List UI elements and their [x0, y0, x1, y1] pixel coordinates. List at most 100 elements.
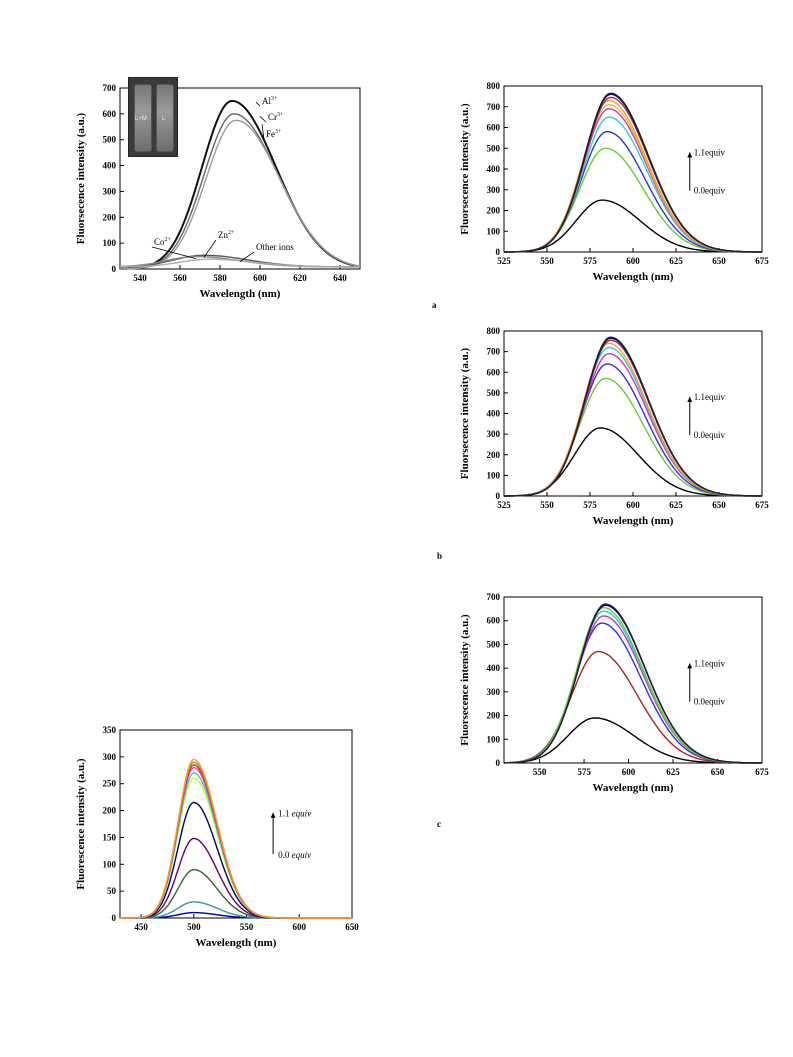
selectivity-chart: 540 560 580 600 620 640 0 100 200 300 400 500 600 700…	[75, 83, 361, 300]
ion-label: Al3+	[262, 96, 278, 106]
series-line	[120, 758, 352, 919]
y-tick-label: 500	[487, 639, 501, 649]
x-tick-label: 550	[240, 922, 254, 932]
y-tick-label: 100	[103, 859, 117, 869]
series-line	[503, 717, 762, 764]
panel-letter-c: c	[437, 819, 441, 829]
y-tick-label: 200	[487, 450, 501, 460]
vial-left	[134, 84, 152, 152]
series-line	[504, 92, 762, 253]
arrow-top-label: 1.1equiv	[694, 658, 726, 668]
arrow-top-label: 1.1equiv	[694, 392, 726, 402]
y-axis-title: Fluorsecence intensity (a.u.)	[75, 112, 87, 244]
x-tick-label: 675	[755, 500, 769, 510]
y-tick-label: 600	[487, 367, 501, 377]
chart-panel-a: 525 550 575 600 625 650 675 0 100 200 300 400 500 600…	[440, 70, 769, 300]
series-line	[504, 622, 762, 764]
annotation-leader	[259, 116, 267, 123]
y-tick-label: 700	[487, 102, 501, 112]
x-tick-label: 560	[173, 273, 187, 283]
x-tick-label: 650	[712, 256, 726, 266]
x-tick-label: 550	[540, 500, 554, 510]
y-tick-label: 250	[103, 779, 117, 789]
y-axis-title: Fluorsecence intensity (a.u.)	[459, 614, 471, 746]
y-tick-label: 100	[487, 470, 501, 480]
y-tick-label: 300	[103, 752, 117, 762]
ion-label: Other ions	[256, 242, 294, 252]
vial-photo-inset: L+M L	[128, 77, 178, 157]
y-axis-title: Fluorescence intensity (a.u.)	[75, 758, 87, 890]
x-tick-label: 640	[333, 273, 347, 283]
plot-frame	[503, 330, 763, 497]
y-tick-label: 350	[103, 725, 117, 735]
series-line	[503, 147, 762, 253]
vial-label-left: L+M	[135, 116, 147, 122]
x-tick-label: 600	[622, 767, 636, 777]
x-axis-title: Wavelength (nm)	[593, 271, 674, 283]
series-line	[503, 607, 762, 764]
arrow-top-label: 1.1 equiv	[278, 809, 311, 819]
y-tick-label: 400	[487, 164, 501, 174]
plot-frame	[503, 596, 763, 764]
y-tick-label: 800	[487, 81, 501, 91]
series-line	[504, 336, 762, 497]
arrow-up-icon	[270, 812, 276, 818]
y-tick-label: 100	[487, 734, 501, 744]
x-tick-label: 600	[293, 922, 307, 932]
x-tick-label: 450	[134, 922, 148, 932]
ion-label: Cr3+	[268, 112, 284, 122]
y-tick-label: 500	[487, 388, 501, 398]
series-line	[504, 346, 762, 497]
y-tick-label: 300	[103, 186, 117, 196]
chart-panel-c: 550 575 600 625 650 675 0 100 200 300 400 500 600 700…	[440, 585, 769, 815]
x-tick-label: 650	[711, 767, 725, 777]
y-tick-label: 0	[496, 758, 501, 768]
series-line	[120, 837, 352, 919]
x-axis-title: Wavelength (nm)	[593, 515, 674, 527]
x-tick-label: 675	[755, 767, 769, 777]
y-tick-label: 400	[487, 663, 501, 673]
y-tick-label: 700	[103, 83, 117, 93]
x-tick-label: 550	[533, 767, 547, 777]
plot-frame	[503, 85, 763, 253]
y-tick-label: 800	[487, 326, 501, 336]
x-tick-label: 625	[669, 256, 683, 266]
y-tick-label: 200	[103, 806, 117, 816]
x-tick-label: 575	[577, 767, 591, 777]
x-tick-label: 580	[213, 273, 227, 283]
x-tick-label: 600	[626, 256, 640, 266]
plot-frame	[119, 87, 361, 270]
titration-chart-a: 525 550 575 600 625 650 675 0 100 200 300 400 500 600…	[459, 81, 769, 283]
y-tick-label: 50	[107, 886, 117, 896]
titration-chart-b: 525 550 575 600 625 650 675 0 100 200 300 400 500 600…	[459, 326, 769, 527]
x-tick-label: 540	[133, 273, 147, 283]
x-tick-label: 625	[666, 767, 680, 777]
series-line	[504, 116, 762, 253]
y-tick-label: 600	[487, 123, 501, 133]
arrow-bottom-label: 0.0equiv	[694, 697, 726, 707]
y-tick-label: 400	[487, 409, 501, 419]
y-tick-label: 600	[103, 109, 117, 119]
y-axis-title: Fluorsecence intensity (a.u.)	[459, 103, 471, 235]
y-tick-label: 700	[487, 347, 501, 357]
titration-chart-bottom: 450 500 550 600 650 0 50 100 150 200 250 300 350 Wave…	[75, 725, 359, 949]
y-tick-label: 200	[487, 711, 501, 721]
vial-label-right: L	[162, 116, 166, 122]
y-tick-label: 100	[487, 226, 501, 236]
series-line	[504, 199, 762, 253]
y-tick-label: 200	[103, 212, 117, 222]
x-tick-label: 620	[293, 273, 307, 283]
series-line	[120, 258, 360, 268]
arrow-up-icon	[687, 663, 693, 669]
x-tick-label: 600	[253, 273, 267, 283]
x-axis-title: Wavelength (nm)	[200, 288, 281, 300]
y-tick-label: 0	[112, 913, 117, 923]
y-tick-label: 100	[103, 238, 117, 248]
plot-frame	[119, 729, 353, 919]
y-tick-label: 300	[487, 429, 501, 439]
y-tick-label: 200	[487, 206, 501, 216]
y-tick-label: 150	[103, 832, 117, 842]
x-axis-title: Wavelength (nm)	[593, 782, 674, 794]
arrow-top-label: 1.1equiv	[694, 147, 726, 157]
arrow-up-icon	[687, 397, 693, 402]
